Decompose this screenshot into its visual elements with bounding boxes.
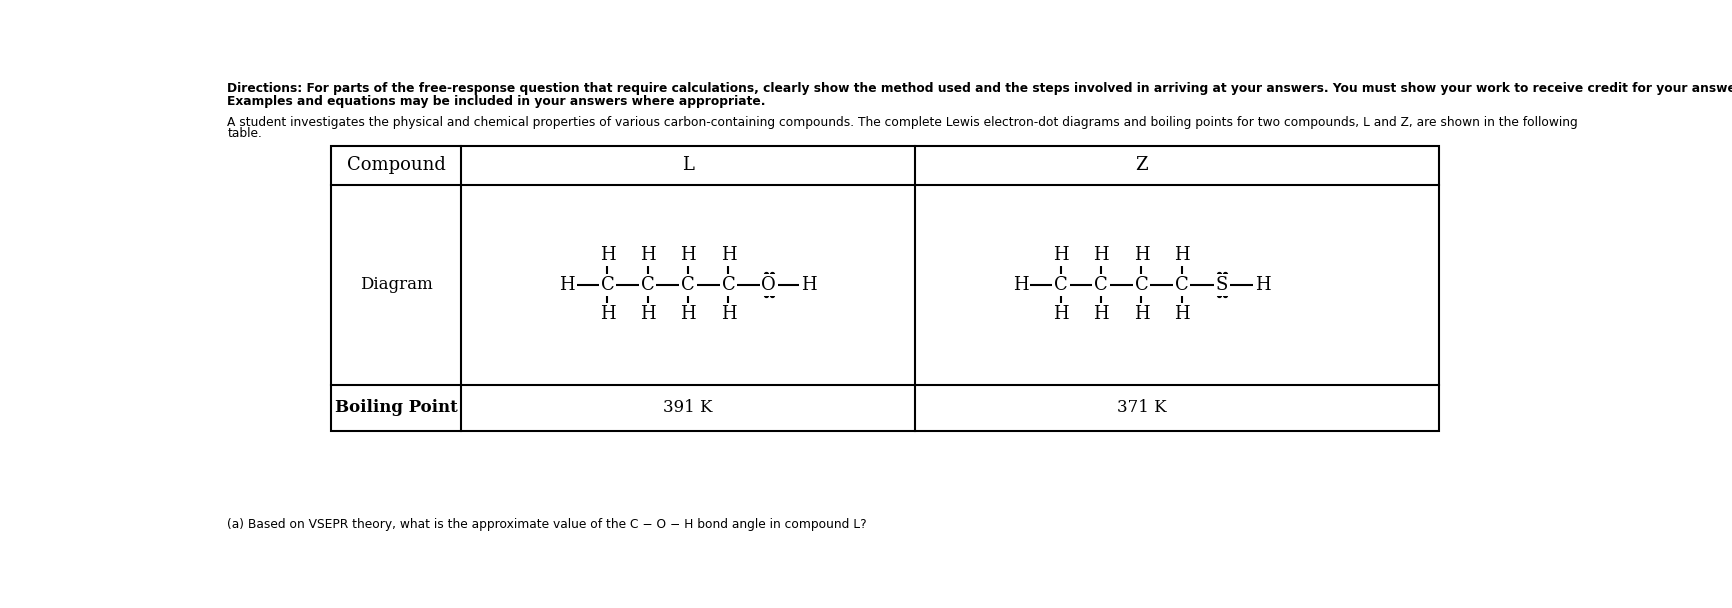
Text: H: H — [681, 305, 696, 323]
Text: H: H — [1093, 246, 1108, 264]
Text: H: H — [1093, 305, 1108, 323]
Text: C: C — [1134, 275, 1148, 294]
Text: Examples and equations may be included in your answers where appropriate.: Examples and equations may be included i… — [227, 94, 766, 108]
Text: H: H — [721, 246, 736, 264]
Text: H: H — [1174, 305, 1190, 323]
Text: H: H — [1174, 246, 1190, 264]
Text: (a) Based on VSEPR theory, what is the approximate value of the C − O − H bond a: (a) Based on VSEPR theory, what is the a… — [227, 518, 868, 531]
Text: H: H — [1053, 246, 1069, 264]
Text: Z: Z — [1134, 156, 1148, 174]
Text: 391 K: 391 K — [663, 399, 714, 416]
Text: C: C — [601, 275, 615, 294]
Text: L: L — [682, 156, 695, 174]
Text: C: C — [1174, 275, 1188, 294]
Text: S: S — [1216, 275, 1228, 294]
Text: Directions: For parts of the free-response question that require calculations, c: Directions: For parts of the free-respon… — [227, 82, 1732, 95]
Text: H: H — [1134, 246, 1150, 264]
Text: H: H — [1254, 275, 1270, 294]
Text: 371 K: 371 K — [1117, 399, 1166, 416]
Text: C: C — [1095, 275, 1108, 294]
Text: Compound: Compound — [346, 156, 445, 174]
Text: H: H — [599, 246, 615, 264]
Text: O: O — [762, 275, 776, 294]
Text: H: H — [599, 305, 615, 323]
Text: C: C — [681, 275, 695, 294]
Bar — [331, 146, 1439, 431]
Text: H: H — [641, 246, 656, 264]
Text: H: H — [681, 246, 696, 264]
Text: A student investigates the physical and chemical properties of various carbon-co: A student investigates the physical and … — [227, 116, 1578, 129]
Text: Boiling Point: Boiling Point — [334, 399, 457, 416]
Text: H: H — [1013, 275, 1029, 294]
Text: C: C — [641, 275, 655, 294]
Text: H: H — [1053, 305, 1069, 323]
Text: H: H — [721, 305, 736, 323]
Text: H: H — [559, 275, 575, 294]
Text: table.: table. — [227, 127, 262, 140]
Text: C: C — [1055, 275, 1067, 294]
Text: H: H — [802, 275, 818, 294]
Text: Diagram: Diagram — [360, 276, 433, 293]
Text: C: C — [722, 275, 736, 294]
Text: H: H — [641, 305, 656, 323]
Text: H: H — [1134, 305, 1150, 323]
